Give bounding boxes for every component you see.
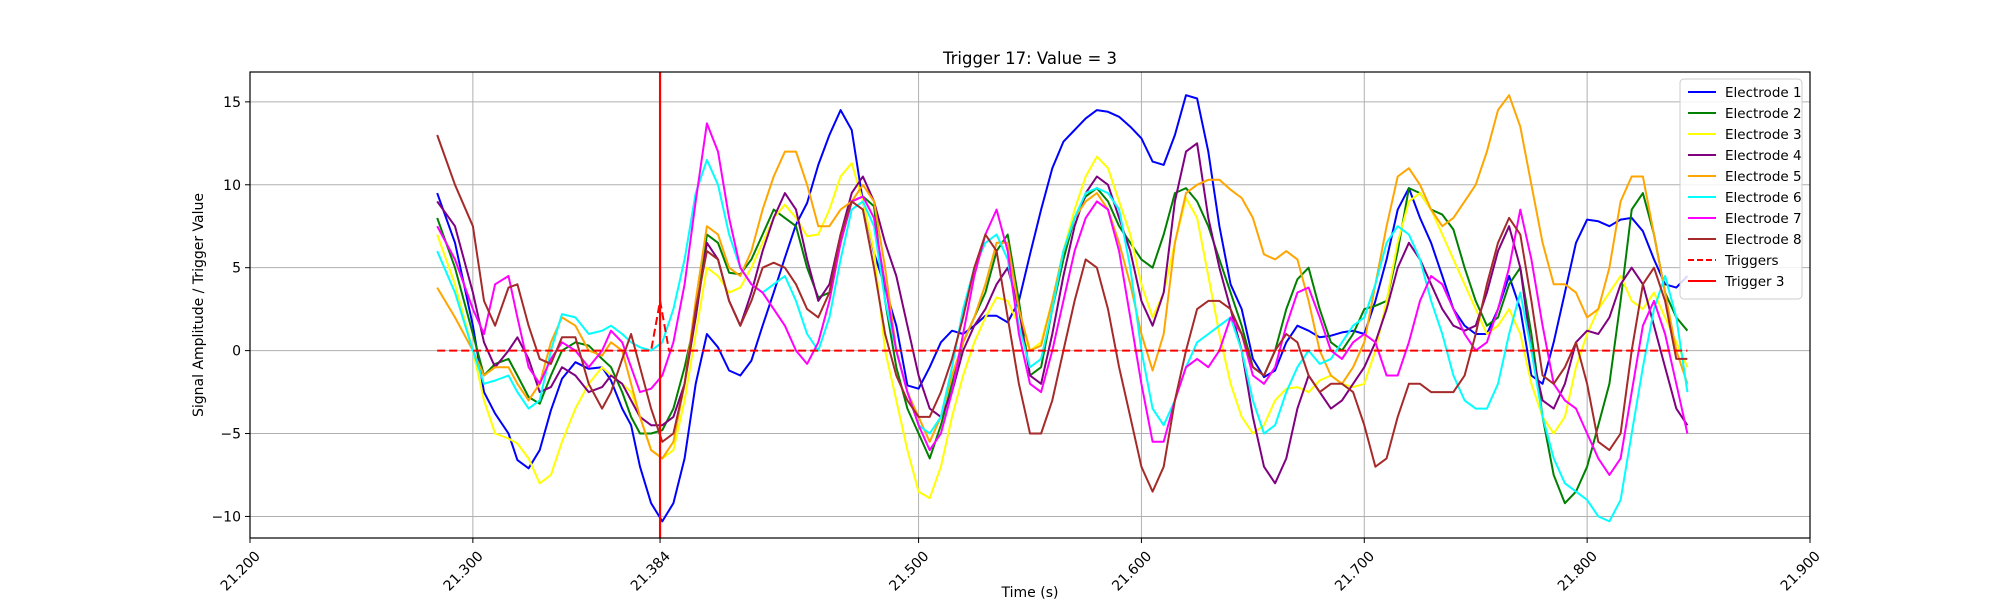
series-line-electrode-2 (436, 187, 1689, 505)
y-tick-label: −10 (211, 509, 241, 525)
plot-area (436, 72, 1689, 538)
series-line-electrode-6 (436, 158, 1689, 523)
legend-label: Trigger 3 (1724, 274, 1784, 290)
x-tick-label: 21.900 (1778, 548, 1824, 594)
series-line-electrode-1 (436, 94, 1689, 523)
legend-label: Electrode 4 (1725, 148, 1802, 164)
x-tick-label: 21.600 (1109, 548, 1155, 594)
legend-label: Triggers (1724, 253, 1779, 269)
x-tick-label: 21.384 (628, 548, 674, 594)
grid-lines (249, 72, 1811, 538)
y-tick-label: 15 (223, 95, 241, 111)
x-tick-label: 21.300 (441, 548, 487, 594)
legend-label: Electrode 5 (1725, 169, 1802, 185)
series-line-electrode-7 (436, 122, 1689, 476)
legend-label: Electrode 7 (1725, 211, 1802, 227)
x-tick-label: 21.700 (1332, 548, 1378, 594)
chart-title: Trigger 17: Value = 3 (942, 49, 1117, 68)
legend-label: Electrode 8 (1725, 232, 1802, 248)
series-line-electrode-3 (436, 155, 1689, 500)
legend-label: Electrode 1 (1725, 85, 1802, 101)
x-tick-label: 21.800 (1555, 548, 1601, 594)
axes-frame (249, 71, 1811, 539)
x-tick-label: 21.500 (886, 548, 932, 594)
y-axis-ticks: −10 −5 0 5 10 15 (211, 95, 250, 525)
legend-label: Electrode 2 (1725, 106, 1802, 122)
x-tick-label: 21.200 (218, 548, 264, 594)
y-tick-label: 0 (232, 344, 241, 360)
series-line-electrode-8 (436, 134, 1688, 493)
y-tick-label: 10 (223, 178, 241, 194)
x-axis-label: Time (s) (1001, 585, 1059, 600)
legend: Electrode 1 Electrode 2 Electrode 3 Electro… (1679, 78, 1803, 300)
legend-label: Electrode 3 (1725, 127, 1802, 143)
legend-label: Electrode 6 (1725, 190, 1802, 206)
y-tick-label: −5 (220, 427, 241, 443)
y-tick-label: 5 (232, 261, 241, 277)
y-axis-label: Signal Amplitude / Trigger Value (191, 193, 207, 417)
